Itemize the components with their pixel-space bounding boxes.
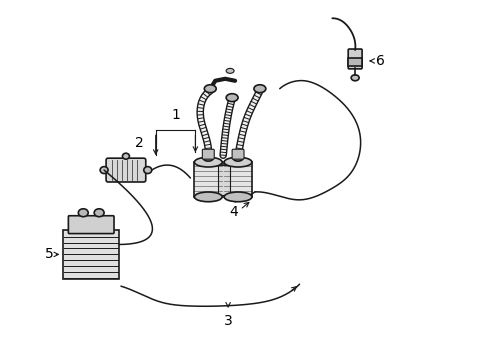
- Ellipse shape: [78, 209, 88, 217]
- Text: 6: 6: [376, 54, 385, 68]
- FancyBboxPatch shape: [106, 158, 146, 182]
- FancyBboxPatch shape: [69, 216, 114, 234]
- Ellipse shape: [122, 153, 129, 159]
- Ellipse shape: [195, 157, 222, 167]
- Text: 3: 3: [224, 314, 233, 328]
- Ellipse shape: [195, 192, 222, 202]
- FancyBboxPatch shape: [232, 149, 244, 159]
- Ellipse shape: [100, 167, 108, 174]
- Text: 2: 2: [135, 136, 144, 150]
- Ellipse shape: [144, 167, 152, 174]
- Ellipse shape: [254, 85, 266, 93]
- Ellipse shape: [224, 157, 252, 167]
- FancyBboxPatch shape: [218, 165, 230, 195]
- Ellipse shape: [204, 85, 216, 93]
- Ellipse shape: [203, 155, 213, 161]
- Text: 1: 1: [171, 108, 180, 122]
- Text: 5: 5: [45, 247, 53, 261]
- Ellipse shape: [233, 155, 243, 161]
- FancyBboxPatch shape: [348, 58, 362, 66]
- Ellipse shape: [94, 209, 104, 217]
- FancyBboxPatch shape: [63, 230, 119, 279]
- Ellipse shape: [226, 68, 234, 73]
- Text: 4: 4: [229, 205, 238, 219]
- FancyBboxPatch shape: [202, 149, 214, 159]
- Ellipse shape: [224, 192, 252, 202]
- Ellipse shape: [351, 75, 359, 81]
- FancyBboxPatch shape: [195, 162, 222, 197]
- FancyBboxPatch shape: [348, 49, 362, 69]
- Ellipse shape: [226, 94, 238, 102]
- FancyBboxPatch shape: [224, 162, 252, 197]
